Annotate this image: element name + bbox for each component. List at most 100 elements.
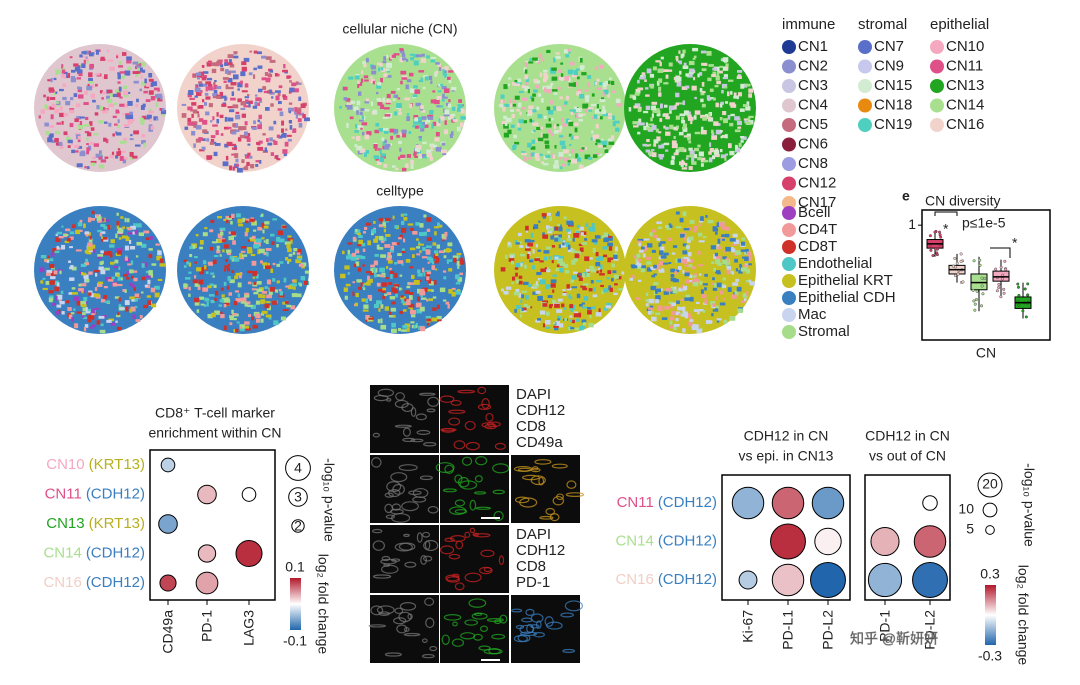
tissue-dot: [642, 253, 646, 258]
tissue-dot: [207, 314, 213, 319]
tissue-dot: [256, 281, 262, 285]
tissue-dot: [39, 267, 45, 273]
tissue-dot: [48, 106, 55, 110]
tissue-dot: [367, 278, 373, 283]
tissue-dot: [241, 66, 247, 72]
box-jitter: [1026, 282, 1030, 286]
tissue-dot: [443, 114, 450, 117]
tissue-dot: [633, 125, 639, 128]
tissue-dot: [398, 328, 402, 332]
tissue-dot: [384, 217, 391, 222]
tissue-dot: [587, 157, 593, 160]
tissue-dot: [382, 97, 385, 103]
tissue-dot: [409, 295, 413, 300]
tissue-dot: [59, 88, 64, 92]
tissue-dot: [389, 128, 396, 133]
tissue-dot: [730, 91, 733, 95]
tissue-dot: [716, 320, 720, 323]
tissue-dot: [562, 240, 565, 245]
tissue-dot: [135, 223, 142, 228]
tissue-dot: [264, 221, 270, 225]
tissue-dot: [446, 76, 451, 80]
tissue-dot: [408, 306, 412, 309]
tissue-dot: [579, 93, 585, 99]
tissue-dot: [532, 291, 538, 295]
tissue-dot: [360, 282, 363, 287]
tissue-dot: [551, 67, 557, 71]
tissue-dot: [725, 153, 729, 156]
tissue-dot: [684, 264, 690, 267]
tissue-dot: [224, 143, 229, 148]
micrograph-signal: [368, 624, 387, 628]
tissue-dot: [525, 229, 529, 233]
tissue-dot: [409, 72, 414, 77]
legend-swatch: [782, 308, 796, 322]
tissue-dot: [272, 218, 278, 221]
tissue-dot: [729, 102, 736, 106]
tissue-dot: [645, 94, 650, 97]
tissue-dot: [660, 103, 663, 109]
tissue-dot: [79, 271, 83, 275]
tissue-dot: [220, 60, 223, 66]
legend-label: CN11: [946, 57, 983, 74]
tissue-dot: [715, 231, 718, 235]
tissue-dot: [746, 291, 749, 296]
micrograph-signal: [492, 489, 505, 495]
tissue-dot: [46, 272, 51, 276]
tissue-dot: [370, 264, 375, 268]
tissue-dot: [268, 126, 274, 131]
tissue-dot: [195, 85, 199, 89]
tissue-dot: [55, 237, 61, 243]
tissue-dot: [723, 297, 726, 301]
tissue-dot: [743, 264, 749, 267]
tissue-dot: [607, 242, 613, 247]
micrograph-signal: [394, 424, 412, 428]
tissue-dot: [363, 304, 369, 309]
micrograph-signal: [423, 539, 439, 552]
tissue-dot: [595, 139, 601, 143]
row-label: CN16 (CDH12): [615, 571, 717, 588]
tissue-dot: [84, 250, 88, 254]
tissue-dot: [85, 262, 89, 266]
tissue-dot: [609, 287, 613, 292]
tissue-dot: [40, 255, 47, 259]
tissue-dot: [150, 287, 156, 293]
tissue-dot: [693, 154, 698, 159]
micrograph-signal: [403, 533, 410, 538]
dot: [771, 563, 805, 597]
tissue-dot: [96, 216, 102, 221]
tissue-dot: [712, 226, 717, 231]
size-legend-dot: [985, 525, 995, 535]
box-jitter: [980, 304, 984, 308]
tissue-dot: [655, 264, 661, 270]
tissue-dot: [660, 246, 665, 251]
tissue-dot: [515, 242, 520, 245]
tissue-dot: [450, 86, 457, 91]
tissue-dot: [130, 225, 136, 230]
tissue-dot: [682, 148, 687, 153]
tissue-dot: [380, 318, 383, 324]
tissue-dot: [525, 225, 529, 231]
tissue-dot: [719, 117, 723, 121]
tissue-dot: [211, 68, 217, 74]
tissue-dot: [447, 242, 453, 247]
tissue-dot: [96, 49, 99, 55]
tissue-dot: [99, 256, 102, 260]
tissue-dot: [201, 146, 206, 151]
tissue-dot: [265, 239, 269, 245]
tissue-dot: [635, 297, 641, 300]
tissue-dot: [663, 125, 666, 129]
tissue-dot: [361, 148, 365, 153]
tissue-dot: [376, 282, 381, 287]
tissue-dot: [571, 249, 576, 253]
tissue-dot: [553, 130, 559, 134]
tissue-dot: [389, 315, 393, 318]
tissue-dot: [426, 271, 432, 275]
tissue-dot: [413, 60, 419, 66]
tissue-dot: [199, 149, 205, 152]
tissue-dot: [569, 319, 573, 323]
tissue-dot: [55, 233, 59, 236]
tissue-dot: [76, 311, 82, 314]
tissue-dot: [693, 76, 696, 81]
tissue-dot: [65, 228, 71, 232]
